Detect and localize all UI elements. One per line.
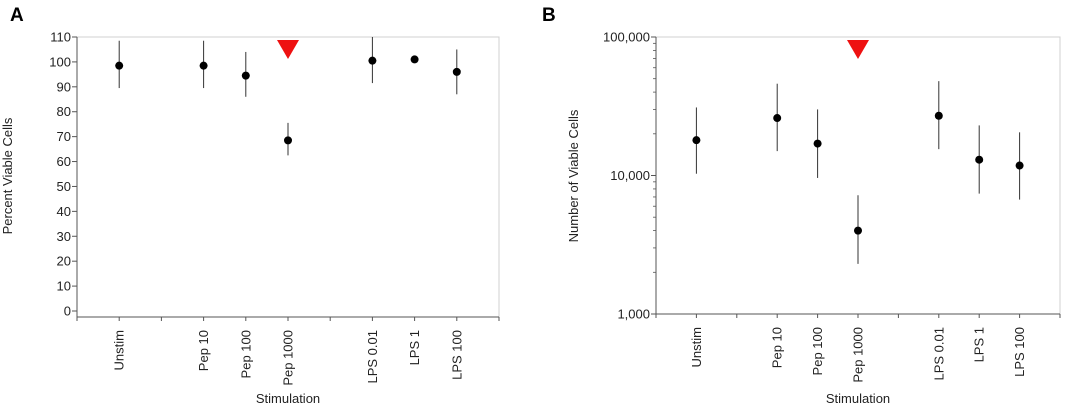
x-tick-label: Pep 1000 — [851, 327, 866, 383]
y-tick-label: 10,000 — [610, 168, 650, 183]
data-point — [1015, 161, 1024, 170]
y-tick-label: 60 — [57, 154, 71, 169]
data-point — [284, 136, 292, 145]
panel-b-y-axis-title: Number of Viable Cells — [566, 109, 581, 242]
panel-a: A 0 10 20 30 40 50 60 70 80 90 100 110 Unstim Pep 10… — [0, 5, 500, 406]
data-point — [934, 111, 943, 120]
data-point — [199, 61, 208, 70]
y-tick-label: 110 — [50, 30, 71, 45]
panel-b-x-axis-title: Stimulation — [826, 391, 890, 406]
x-tick-label: Unstim — [689, 327, 704, 367]
panel-b-plot-frame — [655, 36, 1061, 315]
x-tick-label: LPS 0.01 — [365, 330, 380, 384]
y-tick-label: 20 — [57, 254, 71, 269]
y-tick-label: 50 — [57, 179, 71, 194]
data-point — [410, 55, 419, 64]
x-tick-label: Pep 100 — [238, 330, 253, 378]
data-point — [241, 71, 250, 80]
data-point — [854, 226, 862, 235]
y-tick-label: 100,000 — [603, 30, 650, 45]
y-tick-label: 0 — [64, 304, 71, 319]
x-tick-label: Pep 10 — [196, 330, 211, 371]
panel-b-x-ticks: Unstim Pep 10 Pep 100 Pep 1000 LPS 0.01 LPS 1… — [655, 313, 1061, 383]
x-tick-label: Unstim — [112, 330, 127, 370]
red-triangle-marker — [277, 40, 299, 59]
data-point — [452, 67, 461, 76]
y-tick-label: 30 — [57, 229, 71, 244]
y-tick-label: 1,000 — [617, 307, 650, 322]
panel-a-y-ticks: 0 10 20 30 40 50 60 70 80 90 100 110 — [49, 30, 78, 319]
data-point — [773, 114, 782, 123]
red-triangle-marker — [847, 40, 869, 59]
y-tick-label: 10 — [57, 279, 71, 294]
data-point — [975, 155, 984, 164]
y-tick-label: 70 — [57, 129, 71, 144]
panel-a-letter: A — [10, 5, 24, 26]
x-tick-label: LPS 1 — [407, 330, 422, 365]
x-tick-label: LPS 1 — [972, 327, 987, 362]
panel-b: B 1,000 10,000 100,000 Unstim Pep 10 Pep 100… — [542, 5, 1061, 406]
x-tick-label: LPS 0.01 — [931, 327, 946, 381]
panel-a-x-axis-title: Stimulation — [256, 391, 320, 406]
panel-a-data-points — [115, 37, 461, 156]
data-point — [115, 61, 124, 70]
panel-b-data-points — [692, 40, 1024, 264]
x-tick-label: Pep 100 — [810, 327, 825, 375]
x-tick-label: LPS 100 — [449, 330, 464, 380]
data-point — [692, 136, 701, 145]
data-point — [368, 56, 377, 65]
x-tick-label: LPS 100 — [1012, 327, 1027, 377]
x-tick-label: Pep 1000 — [281, 330, 296, 386]
panel-a-x-ticks: Unstim Pep 10 Pep 100 Pep 1000 LPS 0.01 LPS 1… — [76, 316, 500, 386]
y-tick-label: 90 — [57, 79, 71, 94]
y-tick-label: 100 — [49, 54, 71, 69]
panel-b-letter: B — [542, 5, 556, 26]
panel-a-plot-frame — [76, 36, 500, 318]
y-tick-label: 40 — [57, 204, 71, 219]
y-tick-label: 80 — [57, 104, 71, 119]
panel-a-y-axis-title: Percent Viable Cells — [0, 117, 15, 234]
x-tick-label: Pep 10 — [770, 327, 785, 368]
panel-b-y-ticks: 1,000 10,000 100,000 — [603, 30, 657, 322]
data-point — [813, 139, 822, 148]
